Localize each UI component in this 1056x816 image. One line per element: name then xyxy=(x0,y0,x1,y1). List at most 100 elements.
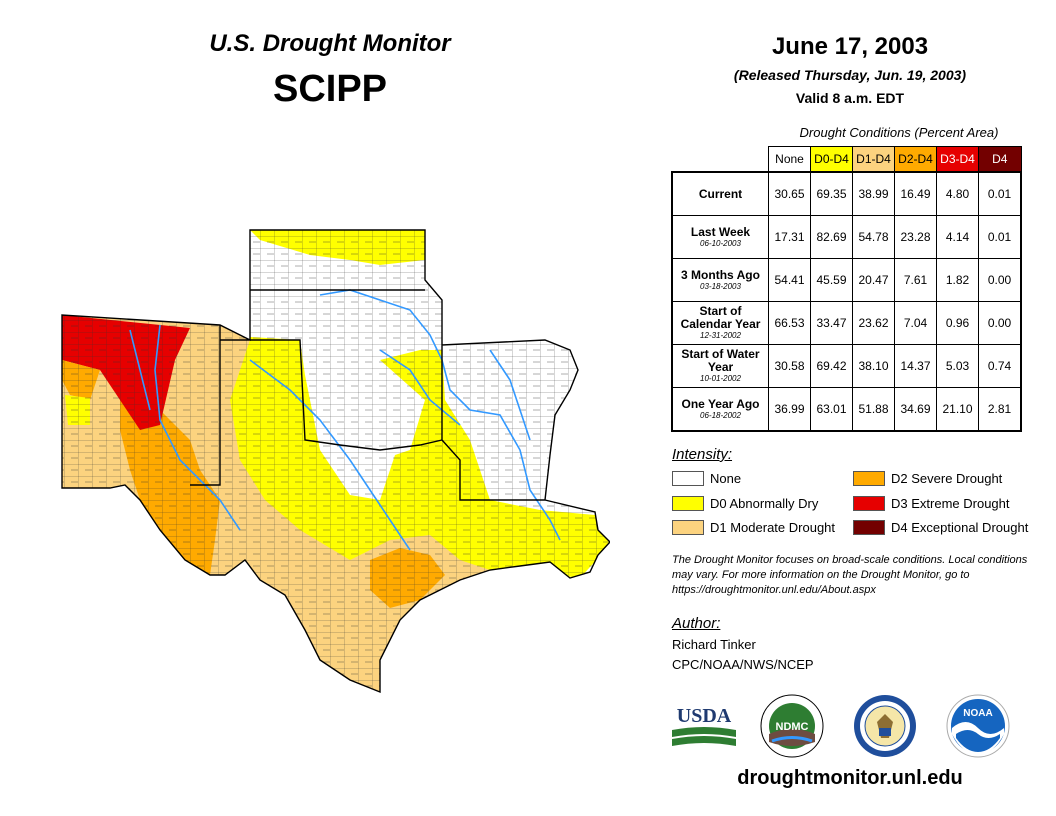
row-label-text: One Year Ago xyxy=(681,396,760,411)
legend-swatch xyxy=(672,496,704,511)
cell-value: 14.37 xyxy=(894,344,937,388)
disclaimer-note: The Drought Monitor focuses on broad-sca… xyxy=(672,554,1028,596)
row-label: 3 Months Ago 03-18-2003 xyxy=(671,258,769,302)
cell-value: 2.81 xyxy=(978,387,1022,432)
stats-row-3-months-ago: 3 Months Ago 03-18-2003 54.41 45.59 20.47… xyxy=(671,258,1022,302)
row-label: Start of Calendar Year 12-31-2002 xyxy=(671,301,769,345)
cell-value: 66.53 xyxy=(768,301,811,345)
cell-value: 17.31 xyxy=(768,215,811,259)
legend-swatch xyxy=(853,520,885,535)
map-date: June 17, 2003 xyxy=(771,33,929,60)
cell-value: 30.58 xyxy=(768,344,811,388)
usda-logo-text: USDA xyxy=(677,705,732,727)
cell-value: 33.47 xyxy=(810,301,853,345)
row-date: 06-18-2002 xyxy=(700,410,741,420)
row-label-text: Start of Calendar Year xyxy=(680,304,761,331)
cell-value: 23.28 xyxy=(894,215,937,259)
noaa-logo-text: NOAA xyxy=(963,708,992,719)
row-label-text: 3 Months Ago xyxy=(681,267,760,282)
legend-label: D0 Abnormally Dry xyxy=(710,496,819,511)
legend-label: D1 Moderate Drought xyxy=(710,520,836,535)
row-date: 03-18-2003 xyxy=(700,281,741,291)
cell-value: 63.01 xyxy=(810,387,853,432)
drought-stats-table: None D0-D4 D1-D4 D2-D4 D3-D4 D4 Current … xyxy=(671,146,1022,432)
legend-title: Intensity: xyxy=(672,446,733,463)
legend-item-none: None xyxy=(672,471,741,486)
stats-row-one-year-ago: One Year Ago 06-18-2002 36.99 63.01 51.88… xyxy=(671,387,1022,432)
row-label: Last Week 06-10-2003 xyxy=(671,215,769,259)
legend-item-d1: D1 Moderate Drought xyxy=(672,520,835,535)
river xyxy=(129,289,561,551)
legend-label: D3 Extreme Drought xyxy=(891,496,1010,511)
author-name: Richard Tinker xyxy=(672,637,756,652)
noaa-logo: NOAA xyxy=(946,694,1010,758)
cell-value: 45.59 xyxy=(810,258,853,302)
legend-swatch xyxy=(853,471,885,486)
cell-value: 7.61 xyxy=(894,258,937,302)
cell-value: 69.42 xyxy=(810,344,853,388)
cell-value: 0.00 xyxy=(978,301,1022,345)
legend-label: D2 Severe Drought xyxy=(891,471,1003,486)
cell-value: 0.01 xyxy=(978,215,1022,259)
commerce-seal-logo xyxy=(853,694,917,758)
cell-value: 69.35 xyxy=(810,171,853,216)
row-label-text: Start of Water Year xyxy=(681,347,760,374)
author-heading: Author: xyxy=(672,615,721,632)
state-borders xyxy=(61,229,610,694)
stats-caption: Drought Conditions (Percent Area) xyxy=(799,125,999,140)
row-label-text: Current xyxy=(698,186,743,201)
legend-swatch xyxy=(853,496,885,511)
cell-value: 30.65 xyxy=(768,171,811,216)
cell-value: 16.49 xyxy=(894,171,937,216)
row-label-text: Last Week xyxy=(690,224,751,239)
row-label: One Year Ago 06-18-2002 xyxy=(671,387,769,432)
cell-value: 54.41 xyxy=(768,258,811,302)
cell-value: 34.69 xyxy=(894,387,937,432)
legend-item-d0: D0 Abnormally Dry xyxy=(672,496,818,511)
county-lines xyxy=(62,230,610,692)
row-date: 10-01-2002 xyxy=(700,374,741,383)
legend-item-d3: D3 Extreme Drought xyxy=(853,496,1010,511)
cell-value: 1.82 xyxy=(936,258,979,302)
col-header-d3-d4: D3-D4 xyxy=(936,146,979,173)
col-header-d1-d4: D1-D4 xyxy=(852,146,895,173)
cell-value: 36.99 xyxy=(768,387,811,432)
cell-value: 5.03 xyxy=(936,344,979,388)
stats-row-last-week: Last Week 06-10-2003 17.31 82.69 54.78 23… xyxy=(671,215,1022,259)
stats-row-start-water-year: Start of Water Year 10-01-2002 30.58 69.4… xyxy=(671,344,1022,388)
row-label: Start of Water Year 10-01-2002 xyxy=(671,344,769,388)
cell-value: 51.88 xyxy=(852,387,895,432)
ndmc-logo-text: NDMC xyxy=(776,721,809,733)
legend-item-d2: D2 Severe Drought xyxy=(853,471,1002,486)
website-link[interactable]: droughtmonitor.unl.edu xyxy=(737,767,963,789)
row-date: 12-31-2002 xyxy=(700,331,741,340)
legend-item-d4: D4 Exceptional Drought xyxy=(853,520,1028,535)
map-title: U.S. Drought Monitor xyxy=(209,30,451,57)
legend-swatch xyxy=(672,471,704,486)
ndmc-logo: NDMC xyxy=(760,694,824,758)
cell-value: 0.74 xyxy=(978,344,1022,388)
stats-header-row: None D0-D4 D1-D4 D2-D4 D3-D4 D4 xyxy=(672,146,1022,173)
legend-label: None xyxy=(710,471,742,486)
stats-row-current: Current 30.65 69.35 38.99 16.49 4.80 0.0… xyxy=(671,171,1022,216)
col-header-d2-d4: D2-D4 xyxy=(894,146,937,173)
legend-swatch xyxy=(672,520,704,535)
cell-value: 82.69 xyxy=(810,215,853,259)
cell-value: 23.62 xyxy=(852,301,895,345)
region-title: SCIPP xyxy=(272,68,388,110)
row-date: 06-10-2003 xyxy=(700,238,741,248)
stats-corner xyxy=(672,147,769,173)
cell-value: 0.00 xyxy=(978,258,1022,302)
usda-logo: USDA xyxy=(672,702,736,750)
cell-value: 38.10 xyxy=(852,344,895,388)
col-header-d4: D4 xyxy=(978,146,1022,173)
author-org: CPC/NOAA/NWS/NCEP xyxy=(672,657,814,672)
legend-label: D4 Exceptional Drought xyxy=(891,520,1029,535)
drought-map xyxy=(61,229,610,694)
stats-row-start-calendar-year: Start of Calendar Year 12-31-2002 66.53 3… xyxy=(671,301,1022,345)
col-header-none: None xyxy=(768,146,811,173)
cell-value: 0.01 xyxy=(978,171,1022,216)
cell-value: 4.14 xyxy=(936,215,979,259)
cell-value: 7.04 xyxy=(894,301,937,345)
valid-time: Valid 8 a.m. EDT xyxy=(795,90,905,106)
